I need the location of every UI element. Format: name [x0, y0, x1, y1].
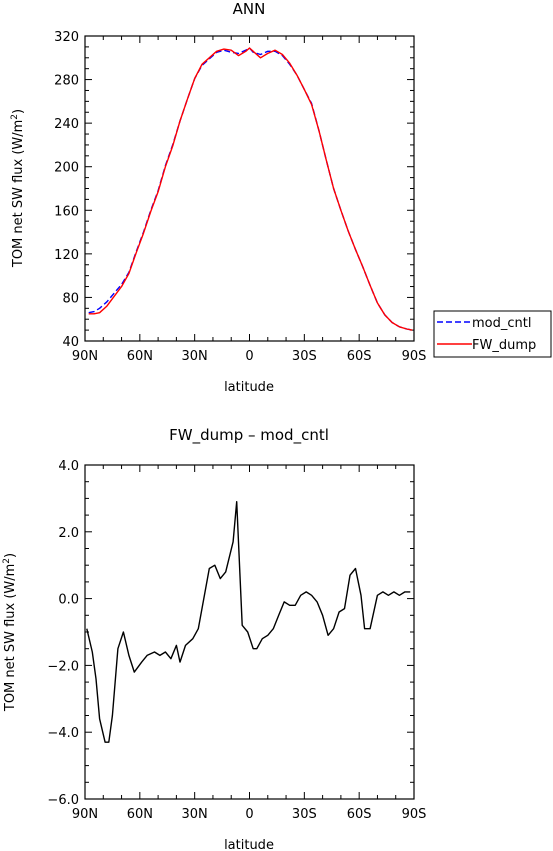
- bottom-x-tick-label: 0: [245, 807, 253, 822]
- top-y-tick-label: 240: [54, 117, 79, 132]
- top-y-tick-label: 280: [54, 74, 79, 89]
- top-plot-frame: [84, 35, 415, 342]
- top-chart: ANN 90N 60N 30N 0 30S 60S 90S 40 80 120 160 200 240 2…: [10, 0, 552, 395]
- top-x-tick-label: 90S: [402, 349, 427, 364]
- bottom-x-tick-label: 60S: [347, 807, 372, 822]
- top-x-tick-label: 60N: [127, 349, 153, 364]
- top-x-tick-label: 60S: [347, 349, 372, 364]
- bottom-y-tick-label: −2.0: [47, 659, 79, 674]
- legend-label-mod-cntl: mod_cntl: [472, 316, 531, 331]
- top-series-line-mod-cntl: [88, 47, 413, 331]
- bottom-x-axis-label: latitude: [224, 838, 274, 851]
- bottom-y-tick-label: −4.0: [47, 726, 79, 741]
- top-y-tick-label: 40: [62, 335, 79, 350]
- top-series: [88, 47, 413, 331]
- top-y-tick-label: 320: [54, 30, 79, 45]
- bottom-y-tick-label: 2.0: [58, 526, 79, 541]
- bottom-series: [86, 501, 411, 743]
- top-x-tick-label: 0: [245, 349, 253, 364]
- legend: mod_cntl FW_dump: [433, 310, 552, 358]
- bottom-chart: FW_dump – mod_cntl 90N 60N 30N 0 30S 60S 90S −6…: [2, 426, 426, 851]
- top-x-tick-label: 90N: [72, 349, 98, 364]
- legend-box: [433, 310, 552, 358]
- bottom-ticks: 90N 60N 30N 0 30S 60S 90S −6.0 −4.0 −2.0 0.0 2.0 4.0: [47, 459, 426, 822]
- bottom-y-tick-label: 4.0: [58, 459, 79, 474]
- bottom-x-tick-label: 90N: [72, 807, 98, 822]
- top-y-tick-label: 120: [54, 248, 79, 263]
- top-chart-title: ANN: [233, 0, 266, 18]
- bottom-y-axis-label: TOM net SW flux (W/m2): [2, 553, 18, 712]
- bottom-x-tick-label: 60N: [127, 807, 153, 822]
- bottom-y-tick-label: −6.0: [47, 793, 79, 808]
- top-y-axis-label: TOM net SW flux (W/m2): [10, 109, 26, 268]
- top-ticks: 90N 60N 30N 0 30S 60S 90S 40 80 120 160 200 240 280 32…: [54, 30, 426, 364]
- bottom-plot-frame: [84, 464, 415, 800]
- bottom-y-tick-label: 0.0: [58, 593, 79, 608]
- top-y-tick-label: 200: [54, 161, 79, 176]
- bottom-chart-title: FW_dump – mod_cntl: [169, 426, 329, 445]
- top-series-line-fw-dump: [88, 47, 413, 331]
- top-x-tick-label: 30N: [182, 349, 208, 364]
- bottom-x-tick-label: 90S: [402, 807, 427, 822]
- top-x-axis-label: latitude: [224, 380, 274, 395]
- top-y-tick-label: 80: [62, 291, 79, 306]
- top-y-tick-label: 160: [54, 204, 79, 219]
- bottom-x-tick-label: 30S: [292, 807, 317, 822]
- bottom-x-tick-label: 30N: [182, 807, 208, 822]
- bottom-series-line-difference: [86, 501, 411, 743]
- legend-label-fw-dump: FW_dump: [472, 338, 536, 353]
- top-x-tick-label: 30S: [292, 349, 317, 364]
